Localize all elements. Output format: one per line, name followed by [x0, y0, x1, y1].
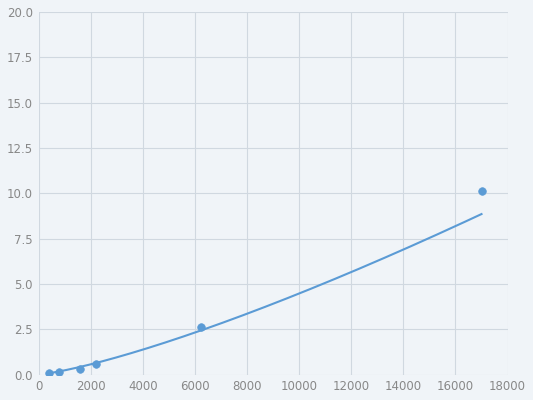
- Point: [45, 370, 53, 376]
- Point: [55, 368, 64, 375]
- Point: [76, 366, 85, 372]
- Point: [197, 324, 206, 330]
- Point: [477, 188, 486, 195]
- Point: [92, 360, 100, 367]
